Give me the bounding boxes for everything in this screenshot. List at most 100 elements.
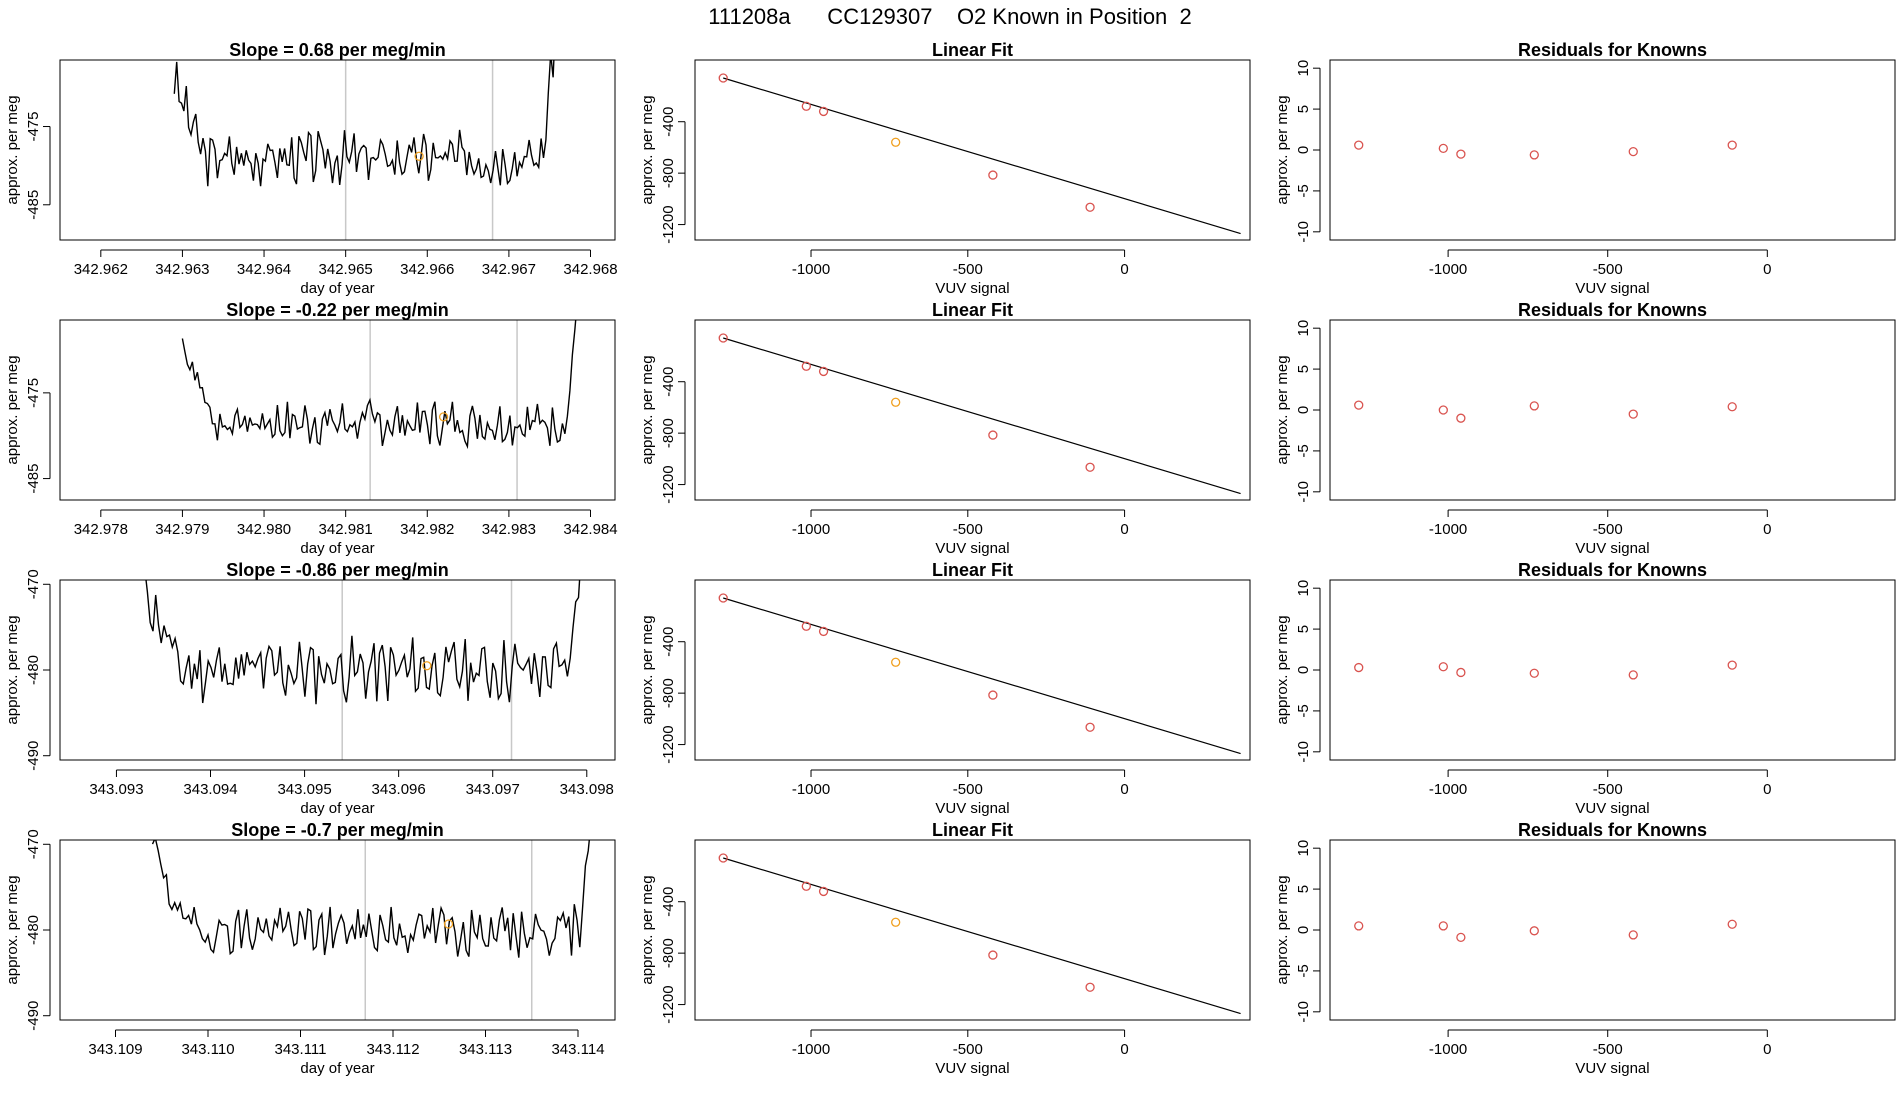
y-tick-label: -490 [25,741,42,771]
y-axis-label: approx. per meg [639,615,656,724]
chart-data-layer [718,333,1241,495]
highlight-point [438,412,449,422]
chart-timeseries-row-2: Slope = -0.22 per meg/min 342.978 342.979 3… [4,300,618,557]
data-point [1727,402,1737,412]
x-tick-label: 343.097 [466,781,520,798]
y-tick-label: -10 [1295,481,1312,503]
x-axis-label: VUV signal [935,280,1009,297]
chart-fit-row-4: Linear Fit -1000 -500 0 VUV signal -400 -800 -1… [639,820,1251,1077]
x-tick-label: 342.964 [237,261,291,278]
chart-title: Slope = -0.7 per meg/min [231,820,444,840]
data-point [891,657,901,667]
x-axis-label: VUV signal [935,540,1009,557]
y-tick-label: -10 [1295,1001,1312,1023]
x-tick-label: 0 [1763,521,1771,538]
x-axis-label: VUV signal [935,800,1009,817]
y-axis-label: approx. per meg [4,615,21,724]
data-point [1085,462,1095,472]
x-tick-label: 342.968 [563,261,617,278]
chart-data-layer [1354,140,1737,160]
data-point [1727,140,1737,150]
chart-title: Linear Fit [932,300,1013,320]
data-point [818,106,829,117]
plot-frame [1329,579,1896,761]
y-tick-label: 5 [1295,885,1312,893]
x-tick-label: -500 [1593,521,1623,538]
x-axis-label: day of year [300,280,374,297]
plot-frame [694,319,1251,501]
plot-frame [59,579,616,761]
chart-residuals-row-2: Residuals for Knowns -1000 -500 0 VUV signal… [1274,300,1896,557]
data-point [988,690,998,700]
x-tick-label: 342.982 [400,521,454,538]
chart-title: Slope = -0.22 per meg/min [226,300,449,320]
x-tick-label: 0 [1763,261,1771,278]
y-tick-label: -10 [1295,221,1312,243]
y-tick-label: -1200 [660,465,677,503]
highlight-point [422,661,432,671]
y-axis-label: approx. per meg [4,355,21,464]
data-point [801,361,811,371]
data-point [1727,919,1737,929]
plot-frame [59,59,616,241]
data-point [1354,400,1364,410]
chart-data-layer [173,60,555,240]
data-point [1085,722,1095,732]
data-point [1354,921,1364,931]
x-tick-label: 0 [1763,781,1771,798]
data-point [1529,401,1539,411]
x-tick-label: 343.096 [372,781,426,798]
x-tick-label: -1000 [1429,781,1467,798]
chart-data-layer [1354,919,1737,943]
y-axis-label: approx. per meg [4,95,21,204]
data-point [988,170,998,180]
y-tick-label: -800 [660,938,677,968]
y-tick-label: -1200 [660,985,677,1023]
data-point [891,137,901,147]
data-point [818,366,829,377]
y-tick-label: 0 [1295,926,1312,934]
y-tick-label: -475 [25,112,42,142]
chart-fit-row-3: Linear Fit -1000 -500 0 VUV signal -400 -800 -1… [639,560,1251,817]
y-tick-label: 0 [1295,406,1312,414]
chart-title: Linear Fit [932,820,1013,840]
chart-fit-row-2: Linear Fit -1000 -500 0 VUV signal -400 -800 -1… [639,300,1251,557]
x-axis-label: VUV signal [1575,800,1649,817]
y-tick-label: 5 [1295,625,1312,633]
x-tick-label: -1000 [1429,261,1467,278]
y-tick-label: -5 [1295,184,1312,197]
x-tick-label: 0 [1120,1041,1128,1058]
x-tick-label: 343.112 [366,1041,419,1058]
x-tick-label: 342.981 [319,521,373,538]
plot-frame [694,59,1251,241]
x-tick-label: 342.984 [563,521,617,538]
y-tick-label: -5 [1295,964,1312,977]
y-tick-label: 10 [1295,60,1312,77]
chart-residuals-row-1: Residuals for Knowns -1000 -500 0 VUV signal… [1274,40,1896,297]
chart-fit-row-1: Linear Fit -1000 -500 0 VUV signal -400 -800 -1… [639,40,1251,297]
chart-data-layer [1354,660,1737,680]
x-tick-label: 342.978 [74,521,128,538]
y-tick-label: -10 [1295,741,1312,763]
x-tick-label: 343.111 [275,1041,327,1058]
x-axis-label: VUV signal [1575,540,1649,557]
data-point [818,886,829,897]
chart-timeseries-row-4: Slope = -0.7 per meg/min 343.109 343.110 34… [4,820,616,1077]
x-tick-label: 342.966 [400,261,454,278]
x-tick-label: 342.962 [74,261,128,278]
x-axis-label: VUV signal [1575,1060,1649,1077]
x-tick-label: -1000 [792,781,830,798]
x-tick-label: 342.980 [237,521,291,538]
y-tick-label: -5 [1295,444,1312,457]
x-axis-label: VUV signal [935,1060,1009,1077]
y-tick-label: 0 [1295,146,1312,154]
y-tick-label: -1200 [660,205,677,243]
chart-data-layer [718,853,1241,1015]
data-point [1354,662,1364,673]
data-point [718,333,728,343]
x-tick-label: 343.095 [277,781,331,798]
y-tick-label: -400 [660,887,677,917]
chart-data-layer [145,580,581,760]
x-tick-label: -500 [1593,781,1623,798]
